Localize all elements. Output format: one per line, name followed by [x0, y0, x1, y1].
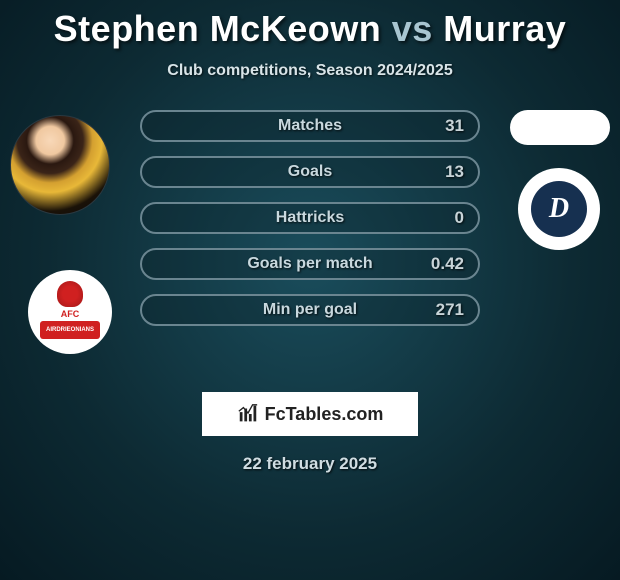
fctables-badge[interactable]: FcTables.com — [202, 392, 418, 436]
stat-row-gpm: Goals per match 0.42 — [140, 248, 480, 280]
fctables-icon — [237, 403, 259, 425]
vs-text: vs — [392, 8, 433, 49]
date-text: 22 february 2025 — [0, 454, 620, 474]
stat-row-hattricks: Hattricks 0 — [140, 202, 480, 234]
stat-value: 13 — [445, 162, 464, 182]
player1-name: Stephen McKeown — [54, 8, 382, 49]
stat-row-matches: Matches 31 — [140, 110, 480, 142]
stat-value: 0 — [455, 208, 464, 228]
club-afc-text: AFC — [61, 309, 80, 319]
player2-name: Murray — [443, 8, 566, 49]
stat-label: Goals per match — [247, 255, 372, 273]
stat-row-mpg: Min per goal 271 — [140, 294, 480, 326]
stat-label: Min per goal — [263, 301, 357, 319]
subtitle: Club competitions, Season 2024/2025 — [0, 62, 620, 80]
stat-label: Goals — [288, 163, 332, 181]
comparison-title: Stephen McKeown vs Murray — [0, 0, 620, 50]
club-r-letter: D — [549, 193, 569, 225]
stat-label: Matches — [278, 117, 342, 135]
club-banner: AIRDRIEONIANS — [40, 321, 100, 339]
player2-avatar — [510, 110, 610, 145]
player1-avatar — [10, 115, 110, 215]
player1-photo — [10, 115, 110, 215]
player1-club-badge: AFC AIRDRIEONIANS — [28, 270, 112, 354]
stat-label: Hattricks — [276, 209, 344, 227]
stat-row-goals: Goals 13 — [140, 156, 480, 188]
stat-value: 31 — [445, 116, 464, 136]
stat-value: 271 — [436, 300, 464, 320]
stat-value: 0.42 — [431, 254, 464, 274]
fctables-text: FcTables.com — [265, 404, 384, 425]
content-area: AFC AIRDRIEONIANS D Matches 31 Goals 13 … — [0, 110, 620, 370]
rooster-icon — [57, 281, 83, 307]
stats-list: Matches 31 Goals 13 Hattricks 0 Goals pe… — [140, 110, 480, 340]
player2-club-badge: D — [518, 168, 600, 250]
club-r-inner: D — [531, 181, 587, 237]
